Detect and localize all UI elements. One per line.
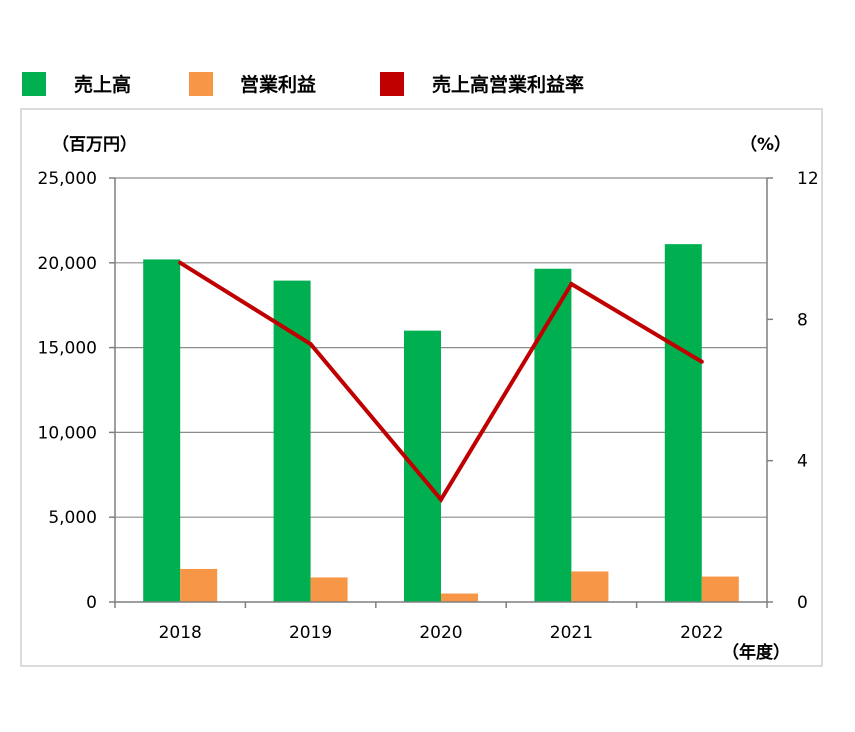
- legend-label-1: 売上高: [74, 73, 131, 96]
- ratio-line: [178, 260, 704, 503]
- x-tick-label: 2019: [289, 623, 332, 643]
- bar-sales-2020: [404, 330, 441, 602]
- legend-label-2: 営業利益: [240, 73, 316, 96]
- point-operating-margin-2021: [569, 282, 574, 286]
- x-tick-label: 2020: [419, 623, 462, 643]
- axes: 0 5,000 10,000 15,000 20,000 25,000 0 4 8 12 2018 2…: [38, 169, 819, 643]
- legend-swatch-2: [189, 72, 213, 96]
- right-tick-label: 8: [797, 310, 808, 330]
- point-operating-margin-2018: [178, 260, 183, 265]
- point-operating-margin-2020: [439, 497, 443, 502]
- point-operating-margin-2022: [699, 359, 704, 364]
- axis-labels: （百万円） （%） （年度）: [52, 134, 791, 663]
- bar-operating-profit-2019: [310, 577, 348, 602]
- right-tick-label: 0: [797, 593, 808, 613]
- bar-operating-profit-2021: [571, 571, 609, 602]
- x-tick-label: 2022: [680, 623, 723, 643]
- legend-swatch-3: [380, 72, 404, 96]
- left-axis-unit: （百万円）: [52, 134, 137, 155]
- bar-sales-2019: [273, 280, 311, 602]
- bar-operating-profit-2022: [701, 576, 739, 602]
- x-tick-label: 2018: [159, 623, 202, 643]
- bar-sales-2021: [534, 268, 572, 602]
- bar-sales-2018: [143, 259, 181, 602]
- left-tick-label: 5,000: [48, 508, 97, 528]
- left-tick-label: 20,000: [38, 254, 97, 274]
- bar-sales-2022: [664, 244, 702, 603]
- point-operating-margin-2019: [308, 342, 313, 347]
- right-tick-label: 4: [797, 452, 808, 472]
- left-tick-label: 0: [86, 593, 97, 613]
- bars: [143, 244, 739, 603]
- left-tick-label: 10,000: [38, 423, 97, 443]
- legend: 売上高 営業利益 売上高営業利益率: [22, 72, 584, 96]
- left-tick-label: 25,000: [38, 169, 97, 189]
- legend-label-3: 売上高営業利益率: [432, 73, 584, 96]
- legend-swatch-1: [22, 72, 46, 96]
- x-tick-label: 2021: [550, 623, 593, 643]
- bar-operating-profit-2020: [441, 593, 478, 602]
- x-axis-unit: （年度）: [722, 642, 790, 663]
- right-axis-unit: （%）: [740, 134, 791, 155]
- bar-operating-profit-2018: [180, 568, 218, 602]
- right-tick-label: 12: [797, 169, 819, 189]
- left-tick-label: 15,000: [38, 339, 97, 359]
- plot-frame: [20, 108, 823, 667]
